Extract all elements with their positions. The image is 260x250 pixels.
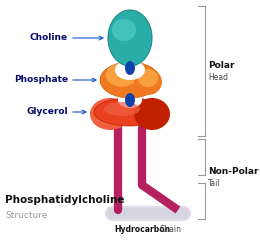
Text: Hydrocarbon: Hydrocarbon [114,224,171,234]
Text: Structure: Structure [5,210,47,220]
Ellipse shape [112,19,136,41]
Ellipse shape [106,63,139,87]
Text: Phosphatidylcholine: Phosphatidylcholine [5,195,125,205]
Ellipse shape [125,93,135,107]
Ellipse shape [115,60,145,80]
Ellipse shape [90,98,130,130]
Text: Chain: Chain [159,224,181,234]
Text: Choline: Choline [30,34,68,42]
Text: Glycerol: Glycerol [26,108,68,116]
Text: Phosphate: Phosphate [14,76,68,84]
Ellipse shape [94,98,166,126]
Ellipse shape [138,69,158,87]
Ellipse shape [118,92,142,108]
Ellipse shape [100,62,160,98]
Text: Non-Polar: Non-Polar [208,168,258,176]
Ellipse shape [125,61,135,75]
Text: Polar: Polar [208,60,235,70]
Ellipse shape [134,98,170,130]
Ellipse shape [104,102,140,116]
Ellipse shape [108,10,152,66]
Ellipse shape [134,69,162,95]
Text: Tail: Tail [208,180,221,188]
Text: Head: Head [208,72,228,82]
